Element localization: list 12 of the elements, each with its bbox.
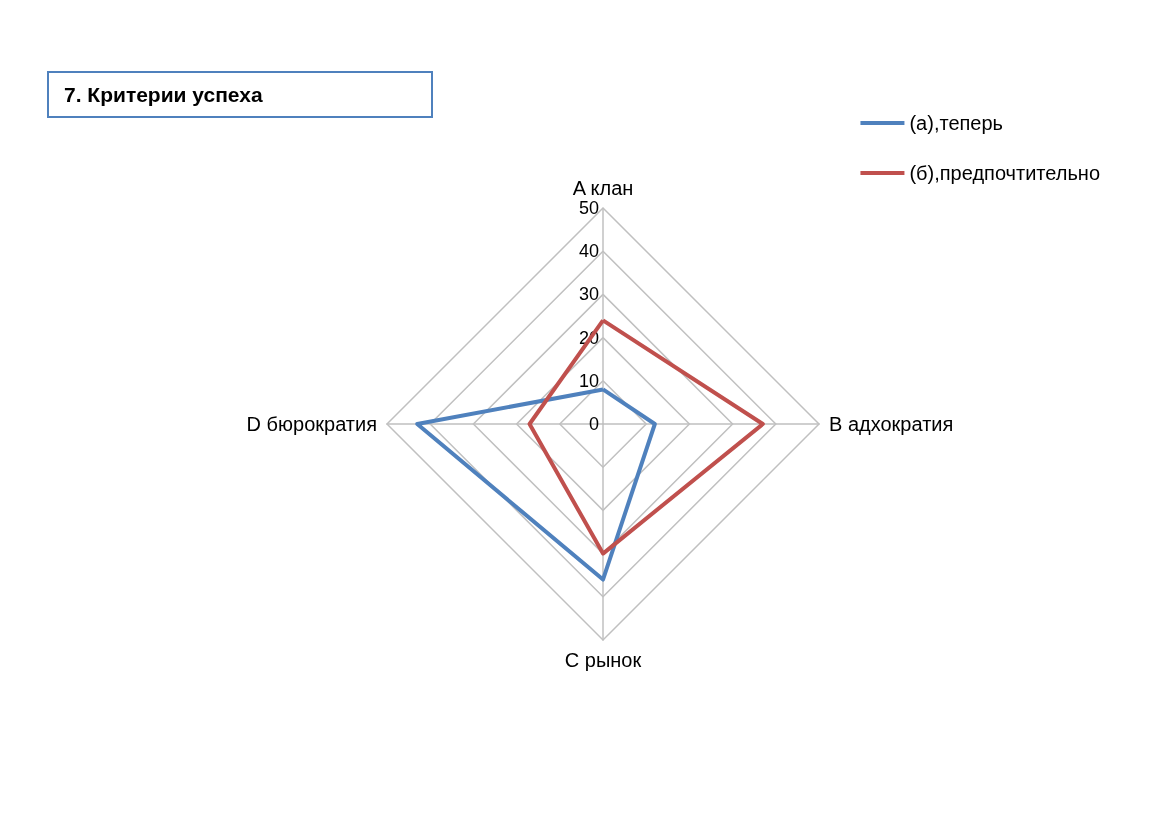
y-tick-label: 50 bbox=[578, 198, 599, 218]
chart-title: 7. Критерии успеха bbox=[64, 83, 263, 106]
legend-label: (а),теперь bbox=[909, 112, 1004, 134]
legend-label: (б),предпочтительно bbox=[909, 162, 1101, 184]
y-tick-label: 30 bbox=[578, 284, 599, 305]
spoke-label: B адхократия bbox=[829, 413, 954, 435]
y-tick-label: 10 bbox=[578, 370, 599, 391]
spoke-label: D бюрократия bbox=[246, 413, 377, 435]
y-tick-label: 0 bbox=[588, 414, 599, 434]
y-tick-label: 40 bbox=[578, 241, 599, 262]
spoke-label: C рынок bbox=[564, 649, 642, 671]
spoke-label: A клан bbox=[572, 177, 634, 199]
